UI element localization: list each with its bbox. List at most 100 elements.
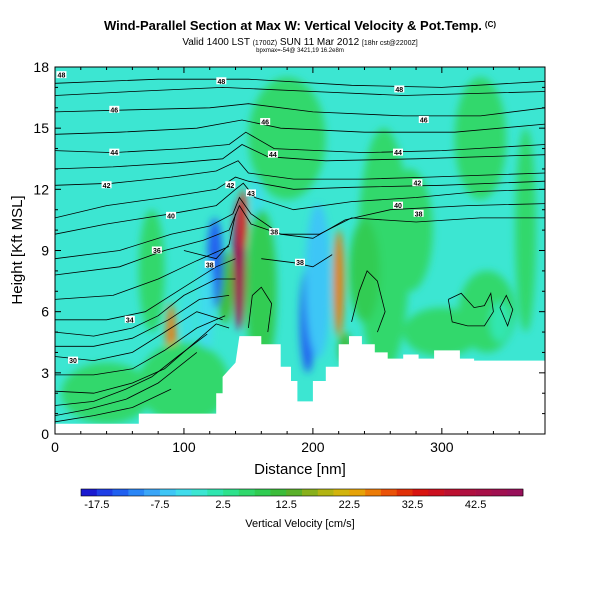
colorbar-swatch-15	[317, 489, 334, 496]
colorbar-swatch-26	[491, 489, 508, 496]
contour-label-box-33	[394, 85, 405, 93]
colorbar-swatch-12	[270, 489, 287, 496]
isentrope-3	[55, 352, 198, 416]
contour-label-15: 40	[167, 213, 175, 220]
y-tick-label-0: 0	[41, 426, 49, 442]
colorbar-swatch-7	[191, 489, 208, 496]
chart-title-text: Wind-Parallel Section at Max W: Vertical…	[103, 18, 482, 33]
isentrope-24	[55, 131, 545, 154]
velocity-cell-24	[454, 77, 507, 200]
contour-label-24: 44	[110, 150, 118, 157]
isentrope-11	[183, 213, 236, 260]
contour-label-box-11	[204, 260, 215, 268]
velocity-cell-20	[138, 342, 230, 424]
isentrope-38	[351, 270, 386, 333]
contour-label-box-21	[225, 181, 236, 189]
contour-label-box-0	[68, 356, 79, 364]
colorbar-tick-label-5: 32.5	[402, 499, 423, 511]
contour-label-box-29	[260, 118, 271, 126]
contour-label-20: 42	[413, 181, 421, 188]
colorbar-swatch-11	[254, 489, 271, 496]
colorbar-tick-label-6: 42.5	[465, 499, 486, 511]
colorbar-swatch-17	[349, 489, 366, 496]
colorbar-swatch-24	[459, 489, 476, 496]
velocity-cell-9	[305, 203, 331, 359]
contour-label-box-30	[418, 116, 429, 124]
isentrope-36	[499, 294, 514, 328]
contour-label-box-25	[267, 150, 278, 158]
colorbar-swatch-23	[444, 489, 461, 496]
isentrope-23	[55, 144, 545, 170]
contour-label-box-26	[393, 148, 403, 156]
contour-label-box-15	[166, 211, 177, 219]
contour-label-16: 38	[415, 211, 423, 218]
contour-label-33: 48	[395, 87, 403, 94]
colorbar-tick-label-4: 22.5	[339, 499, 360, 511]
isentrope-19	[55, 160, 545, 186]
copyright-mark: (C)	[484, 20, 497, 29]
contour-label-14: 38	[270, 230, 278, 237]
contour-label-box-8	[124, 315, 135, 323]
contour-label-28: 46	[110, 107, 118, 114]
contour-label-34: 48	[58, 73, 66, 80]
velocity-cell-10	[198, 254, 214, 357]
contour-label-32: 48	[217, 79, 225, 86]
isentrope-1	[55, 323, 230, 394]
contour-label-box-32	[216, 77, 227, 85]
isentrope-37	[248, 286, 273, 333]
isentrope-32	[55, 78, 545, 88]
contour-label-19: 42	[103, 183, 111, 190]
valid-utc: (1700Z)	[252, 40, 278, 47]
colorbar-swatch-13	[286, 489, 303, 496]
colorbar-swatch-22	[428, 489, 445, 496]
contour-label-box-13	[295, 258, 305, 266]
colorbar-swatch-21	[412, 489, 429, 496]
contour-label-26: 44	[394, 150, 402, 157]
colorbar-swatch-25	[475, 489, 492, 496]
contour-label-box-19	[101, 181, 112, 189]
valid-date: SUN 11 Mar 2012	[279, 37, 360, 48]
colorbar: -17.5 -7.5 2.5 12.5 22.5 32.5 42.5	[80, 488, 524, 511]
colorbar-swatch-1	[96, 489, 113, 496]
isentrope-9	[55, 246, 230, 300]
colorbar-label: Vertical Velocity [cm/s]	[245, 518, 354, 530]
contour-label-box-24	[109, 148, 120, 156]
velocity-cell-23	[248, 77, 326, 200]
y-tick-label-12: 12	[33, 181, 49, 197]
isentrope-6	[55, 295, 230, 347]
isentrope-4	[55, 388, 172, 423]
x-tick-label-0: 0	[51, 439, 59, 455]
contour-label-0: 30	[69, 358, 77, 365]
colorbar-swatch-10	[238, 489, 255, 496]
colorbar-swatch-19	[380, 489, 398, 496]
colorbar-swatch-18	[365, 489, 382, 496]
contour-label-10: 36	[153, 248, 161, 255]
colorbar-frame	[80, 488, 524, 497]
y-tick-label-6: 6	[41, 304, 49, 320]
contour-label-25: 44	[269, 152, 277, 159]
terrain-mask	[55, 336, 545, 434]
colorbar-tick-label-1: -7.5	[150, 499, 169, 511]
velocity-cell-1	[239, 189, 248, 251]
contour-label-8: 34	[126, 317, 134, 324]
chart-subtitle: Valid 1400 LST (1700Z) SUN 11 Mar 2012 […	[0, 37, 600, 48]
isentrope-28	[55, 103, 545, 117]
colorbar-swatch-8	[207, 489, 224, 496]
colorbar-tick-label-3: 12.5	[276, 499, 297, 511]
valid-time: Valid 1400 LST	[182, 37, 250, 48]
isentrope-31	[55, 86, 545, 96]
contour-label-30: 46	[420, 118, 428, 125]
colorbar-swatch-9	[223, 489, 240, 496]
velocity-cell-25	[515, 128, 536, 333]
contour-labels: 30 34 36 38 38 38 40 38 40 42 42 42 43 44 44 44 46 46 46 48…	[56, 71, 429, 365]
colorbar-swatch-20	[396, 489, 413, 496]
contour-label-box-14	[269, 228, 280, 236]
y-axis-label: Height [Kft MSL]	[9, 195, 26, 304]
colorbar-swatch-27	[507, 489, 524, 496]
isentrope-0	[55, 311, 223, 362]
colorbar-swatch-2	[112, 489, 129, 496]
velocity-cell-19	[403, 307, 481, 357]
chart-footnote: bpxmax=-54@ 3421,19 16.2e8m	[256, 48, 344, 54]
